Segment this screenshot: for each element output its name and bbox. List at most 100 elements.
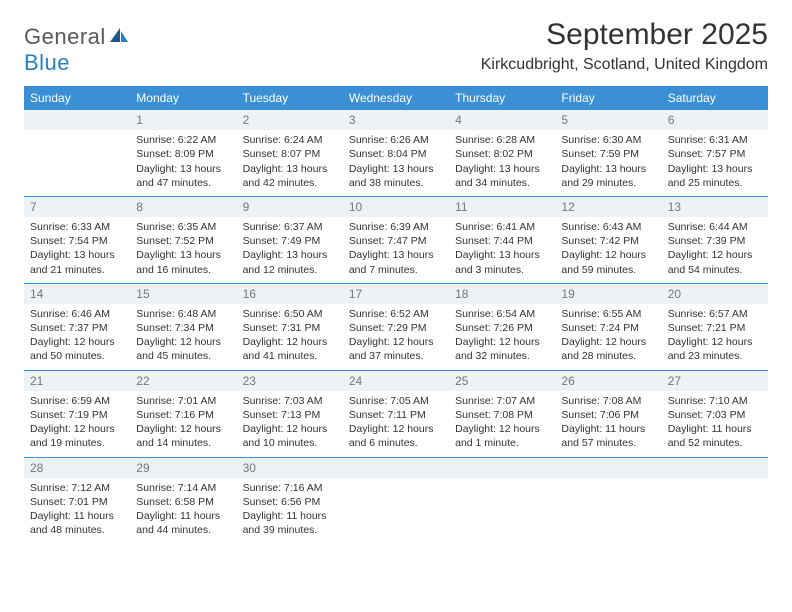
day-header-sunday: Sunday [24,86,130,110]
day-info-line: Daylight: 13 hours [349,162,443,176]
day-info-line: Sunrise: 6:31 AM [668,133,762,147]
day-number: 14 [24,284,130,304]
day-info-line: Sunset: 7:19 PM [30,408,124,422]
day-number: 7 [24,197,130,217]
day-info-line: Sunset: 7:59 PM [561,147,655,161]
day-cell: 1Sunrise: 6:22 AMSunset: 8:09 PMDaylight… [130,110,236,196]
day-number: 12 [555,197,661,217]
day-info-line: Sunset: 7:11 PM [349,408,443,422]
day-number: 15 [130,284,236,304]
day-cell: 27Sunrise: 7:10 AMSunset: 7:03 PMDayligh… [662,371,768,457]
day-number: 17 [343,284,449,304]
day-info-line: Sunset: 8:02 PM [455,147,549,161]
day-number [24,110,130,130]
day-info-line: Daylight: 13 hours [455,162,549,176]
day-info-line: and 14 minutes. [136,436,230,450]
day-header-friday: Friday [555,86,661,110]
day-cell: 25Sunrise: 7:07 AMSunset: 7:08 PMDayligh… [449,371,555,457]
day-cell: 29Sunrise: 7:14 AMSunset: 6:58 PMDayligh… [130,458,236,544]
day-info-line: Daylight: 12 hours [668,335,762,349]
day-info-line: Sunrise: 6:50 AM [243,307,337,321]
day-info-line: and 3 minutes. [455,263,549,277]
day-info-line: Sunrise: 6:57 AM [668,307,762,321]
day-info-line: Sunset: 7:49 PM [243,234,337,248]
day-info-line: Sunrise: 6:43 AM [561,220,655,234]
day-cell: 9Sunrise: 6:37 AMSunset: 7:49 PMDaylight… [237,197,343,283]
day-cell: 7Sunrise: 6:33 AMSunset: 7:54 PMDaylight… [24,197,130,283]
day-info-line: Sunset: 7:24 PM [561,321,655,335]
day-info-line: Daylight: 13 hours [136,162,230,176]
day-info-line: and 28 minutes. [561,349,655,363]
day-cell: 24Sunrise: 7:05 AMSunset: 7:11 PMDayligh… [343,371,449,457]
day-info-line: Sunset: 7:03 PM [668,408,762,422]
day-cell: 16Sunrise: 6:50 AMSunset: 7:31 PMDayligh… [237,284,343,370]
day-info-line: Sunset: 7:57 PM [668,147,762,161]
day-number: 6 [662,110,768,130]
day-info-line: Sunset: 7:52 PM [136,234,230,248]
day-cell: 11Sunrise: 6:41 AMSunset: 7:44 PMDayligh… [449,197,555,283]
day-cell: 18Sunrise: 6:54 AMSunset: 7:26 PMDayligh… [449,284,555,370]
day-number: 18 [449,284,555,304]
day-info-line: Sunrise: 6:55 AM [561,307,655,321]
day-info-line: Daylight: 12 hours [243,422,337,436]
day-number: 1 [130,110,236,130]
day-info-line: Daylight: 13 hours [561,162,655,176]
day-info-line: Sunset: 7:06 PM [561,408,655,422]
day-info-line: Sunrise: 7:07 AM [455,394,549,408]
day-info-line: and 45 minutes. [136,349,230,363]
day-info-line: and 50 minutes. [30,349,124,363]
day-cell [662,458,768,544]
week-row: 21Sunrise: 6:59 AMSunset: 7:19 PMDayligh… [24,371,768,458]
day-cell: 2Sunrise: 6:24 AMSunset: 8:07 PMDaylight… [237,110,343,196]
day-info-line: Sunset: 7:31 PM [243,321,337,335]
logo: General Blue [24,18,130,76]
day-info-line: and 32 minutes. [455,349,549,363]
header: General Blue September 2025 Kirkcudbrigh… [24,18,768,76]
day-number: 9 [237,197,343,217]
day-info-line: Sunrise: 6:54 AM [455,307,549,321]
day-info-line: Daylight: 13 hours [668,162,762,176]
logo-part1: General [24,24,106,49]
day-cell: 5Sunrise: 6:30 AMSunset: 7:59 PMDaylight… [555,110,661,196]
day-info-line: and 34 minutes. [455,176,549,190]
day-cell: 21Sunrise: 6:59 AMSunset: 7:19 PMDayligh… [24,371,130,457]
day-info-line: and 57 minutes. [561,436,655,450]
day-info-line: and 6 minutes. [349,436,443,450]
day-cell [343,458,449,544]
day-info-line: Daylight: 11 hours [136,509,230,523]
day-info-line: and 59 minutes. [561,263,655,277]
day-info-line: Sunset: 8:07 PM [243,147,337,161]
day-info-line: Daylight: 12 hours [243,335,337,349]
week-row: 28Sunrise: 7:12 AMSunset: 7:01 PMDayligh… [24,458,768,544]
day-info-line: and 19 minutes. [30,436,124,450]
day-number: 4 [449,110,555,130]
day-info-line: Daylight: 12 hours [349,335,443,349]
day-cell: 8Sunrise: 6:35 AMSunset: 7:52 PMDaylight… [130,197,236,283]
day-info-line: Sunrise: 7:14 AM [136,481,230,495]
day-info-line: and 23 minutes. [668,349,762,363]
day-cell [24,110,130,196]
day-info-line: and 48 minutes. [30,523,124,537]
day-info-line: Sunset: 7:29 PM [349,321,443,335]
day-info-line: Daylight: 12 hours [455,335,549,349]
day-number: 27 [662,371,768,391]
logo-text: General Blue [24,24,130,76]
day-info-line: Daylight: 12 hours [561,335,655,349]
day-number [343,458,449,478]
location-subtitle: Kirkcudbright, Scotland, United Kingdom [481,56,768,74]
day-number: 28 [24,458,130,478]
day-number: 13 [662,197,768,217]
day-info-line: Sunrise: 6:24 AM [243,133,337,147]
day-info-line: Sunset: 7:13 PM [243,408,337,422]
day-number: 8 [130,197,236,217]
day-info-line: Sunrise: 7:08 AM [561,394,655,408]
day-info-line: Sunset: 7:42 PM [561,234,655,248]
day-info-line: Daylight: 12 hours [561,248,655,262]
day-info-line: and 39 minutes. [243,523,337,537]
day-info-line: Sunset: 6:56 PM [243,495,337,509]
day-info-line: Sunrise: 7:10 AM [668,394,762,408]
day-info-line: and 41 minutes. [243,349,337,363]
day-info-line: Sunrise: 6:39 AM [349,220,443,234]
day-info-line: and 29 minutes. [561,176,655,190]
day-info-line: and 54 minutes. [668,263,762,277]
